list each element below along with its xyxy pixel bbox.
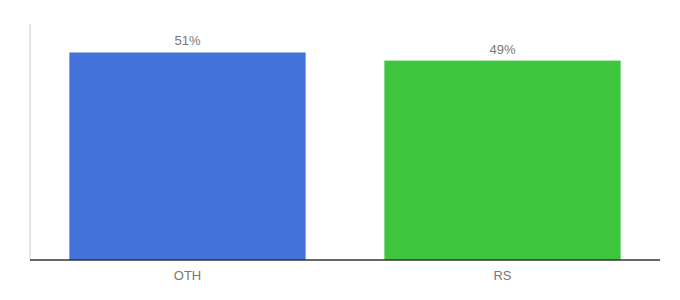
chart-container: OTH RS 51% 49% (0, 0, 680, 300)
data-label: 49% (489, 42, 515, 57)
x-axis-line (30, 259, 660, 261)
x-tick-label: OTH (174, 268, 201, 283)
x-tick-label: RS (493, 268, 511, 283)
bars (69, 52, 620, 260)
bar (384, 61, 620, 260)
chart-svg: OTH RS 51% 49% (0, 0, 680, 300)
y-axis-line (30, 24, 31, 260)
bar (69, 52, 305, 260)
data-label: 51% (174, 33, 200, 48)
